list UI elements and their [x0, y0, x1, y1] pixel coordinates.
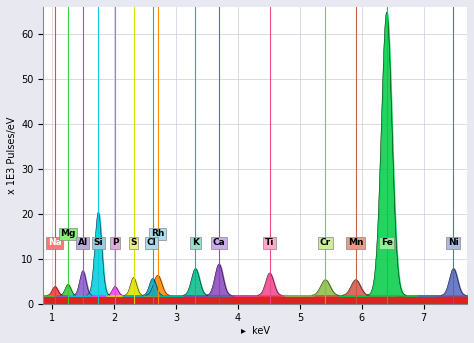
Text: Ca: Ca — [212, 238, 225, 247]
Text: P: P — [112, 238, 118, 247]
Text: K: K — [192, 238, 199, 247]
Text: Si: Si — [93, 238, 103, 247]
Text: Mg: Mg — [60, 229, 76, 238]
Text: Fe: Fe — [381, 238, 392, 247]
Text: Ti: Ti — [265, 238, 274, 247]
Text: Mn: Mn — [348, 238, 364, 247]
Text: S: S — [130, 238, 137, 247]
Text: Al: Al — [78, 238, 88, 247]
X-axis label: ▸  keV: ▸ keV — [241, 326, 270, 336]
Text: Cl: Cl — [146, 238, 156, 247]
Text: Na: Na — [48, 238, 62, 247]
Y-axis label: x 1E3 Pulses/eV: x 1E3 Pulses/eV — [7, 117, 17, 194]
Text: Rh: Rh — [151, 229, 164, 238]
Text: Ni: Ni — [448, 238, 459, 247]
Text: Cr: Cr — [320, 238, 331, 247]
